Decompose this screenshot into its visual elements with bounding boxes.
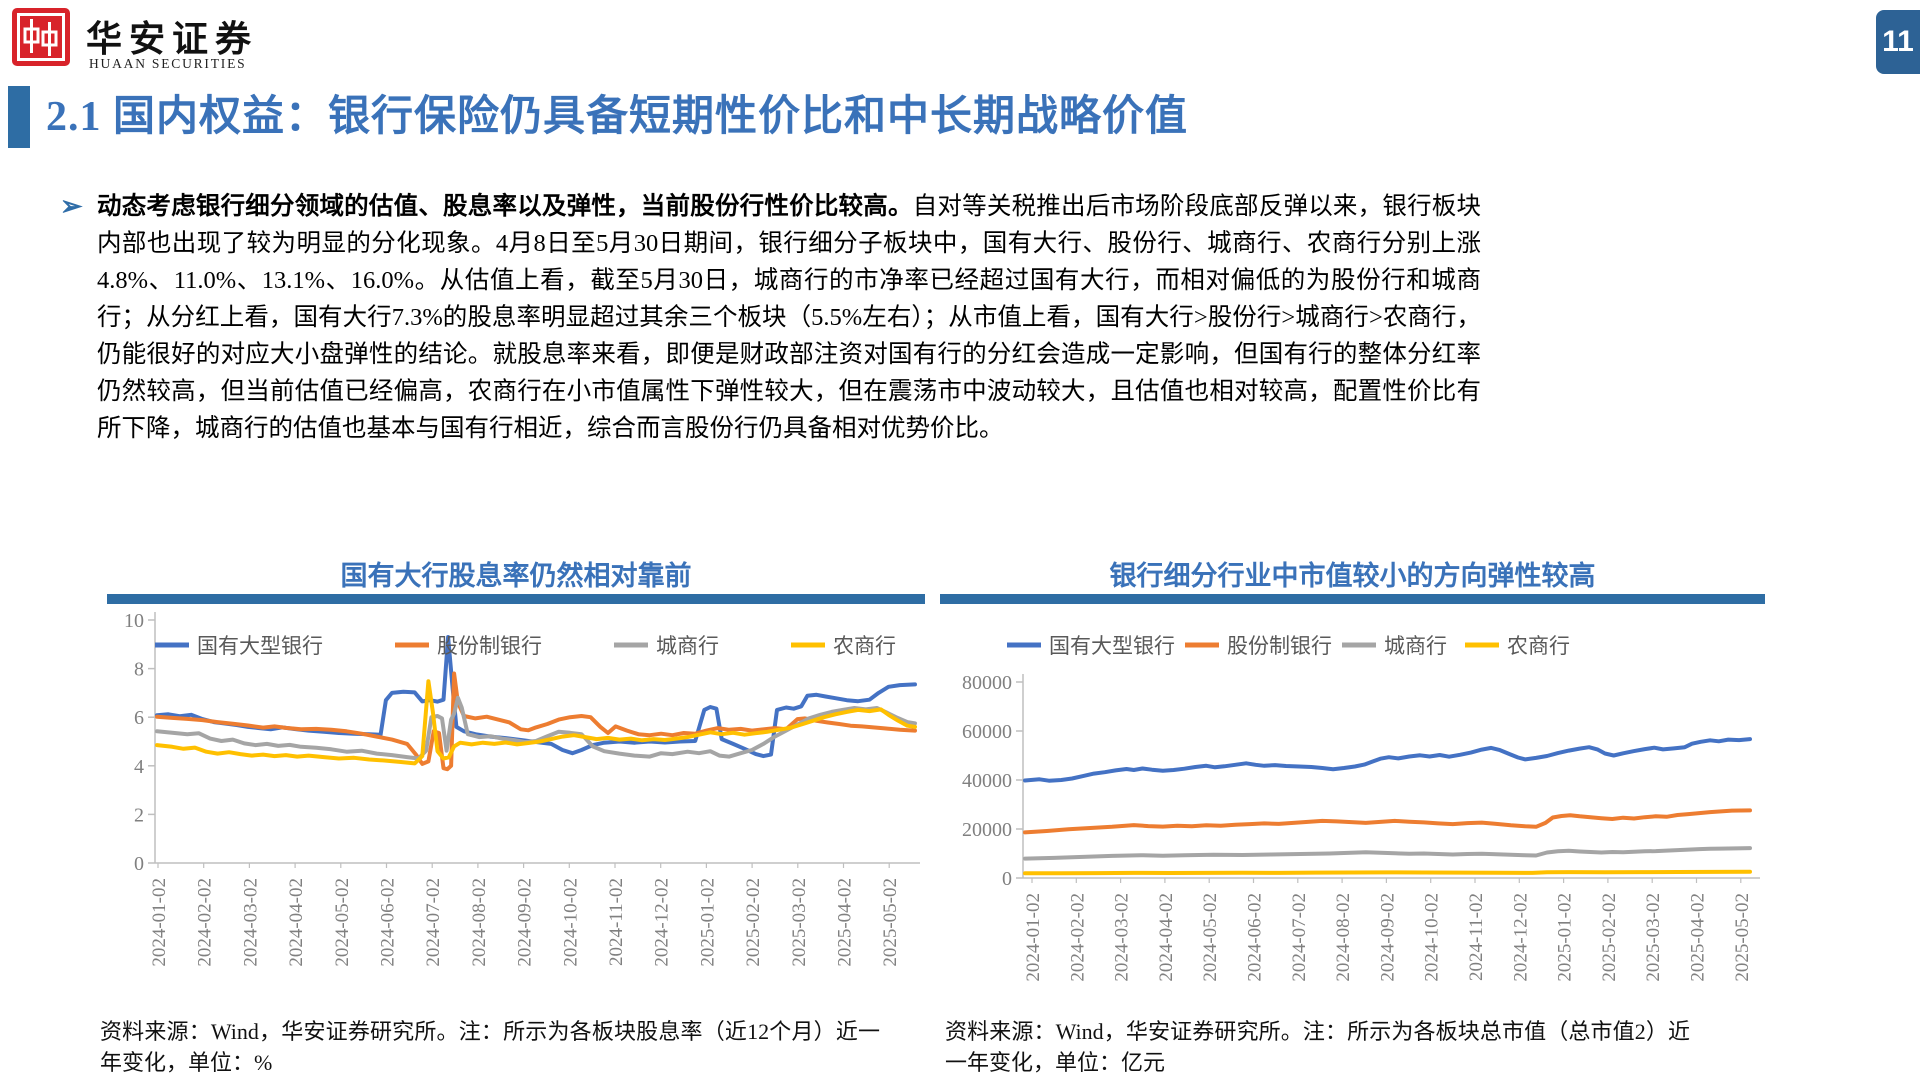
y-tick-label: 4 [134,756,144,778]
y-tick-label: 0 [134,853,144,875]
legend-label: 国有大型银行 [1049,634,1175,658]
x-tick-label: 2024-04-02 [286,878,307,967]
y-tick-label: 20000 [962,819,1012,841]
bullet-body: 自对等关税推出后市场阶段底部反弹以来，银行板块内部也出现了较为明显的分化现象。4… [97,193,1482,442]
page-number-badge: 11 [1876,10,1920,74]
legend-label: 城商行 [656,634,719,658]
x-tick-label: 2024-11-02 [1466,893,1487,981]
x-tick-label: 2025-01-02 [697,878,718,967]
x-tick-label: 2025-04-02 [1688,893,1709,982]
x-tick-label: 2024-05-02 [1200,893,1221,982]
x-tick-label: 2024-10-02 [1422,893,1443,982]
title-accent-bar [8,86,30,148]
x-tick-label: 2024-03-02 [240,878,261,967]
source-note-right: 资料来源：Wind，华安证券研究所。注：所示为各板块总市值（总市值2）近一年变化… [945,1019,1690,1075]
x-tick-label: 2025-04-02 [835,878,856,967]
chart-title-right: 银行细分行业中市值较小的方向弹性较高 [1109,561,1596,591]
y-tick-label: 8 [134,659,144,681]
x-tick-label: 2025-02-02 [1599,893,1620,982]
brand-name-cn: 华安证券 [86,19,259,59]
page-title: 2.1 国内权益：银行保险仍具备短期性价比和中长期战略价值 [46,94,1189,140]
x-tick-label: 2025-05-02 [880,878,901,967]
bullet-paragraph: 动态考虑银行细分领域的估值、股息率以及弹性，当前股份行性价比较高。自对等关税推出… [97,188,1481,447]
market-cap-chart: 0 20000 40000 60000 80000 2024-01-02 2024-02-0… [962,634,1760,982]
x-tick-label: 2024-05-02 [332,878,353,967]
chart-title-underline-right [940,594,1765,604]
legend-label: 国有大型银行 [197,634,323,658]
x-tick-label: 2024-03-02 [1112,893,1133,982]
source-note-left: 资料来源：Wind，华安证券研究所。注：所示为各板块股息率（近12个月）近一年变… [100,1019,880,1075]
dividend-yield-chart: 0 2 4 6 8 10 2024-01-02 2024-02-02 2024-03-02 202… [124,610,920,967]
x-tick-label: 2025-01-02 [1555,893,1576,982]
x-tick-label: 2024-08-02 [469,878,490,967]
x-tick-label: 2024-06-02 [378,878,399,967]
x-tick-label: 2024-12-02 [652,878,673,967]
x-tick-label: 2024-07-02 [1289,893,1310,982]
x-tick-label: 2024-04-02 [1156,893,1177,982]
x-tick-label: 2024-02-02 [1067,893,1088,982]
x-tick-label: 2025-02-02 [743,878,764,967]
series-line-农商行 [1023,869,1752,876]
legend-label: 股份制银行 [1227,634,1332,658]
y-tick-label: 6 [134,707,144,729]
x-tick-label: 2024-08-02 [1333,893,1354,982]
x-tick-label: 2025-03-02 [1643,893,1664,982]
bullet-arrow-icon: ➢ [60,191,83,221]
x-tick-label: 2024-09-02 [515,878,536,967]
legend-label: 城商行 [1384,634,1447,658]
y-tick-label: 10 [124,610,144,632]
y-tick-label: 60000 [962,721,1012,743]
series-line-股份制银行 [1023,808,1752,835]
series-line-农商行 [155,679,917,766]
x-tick-label: 2024-12-02 [1510,893,1531,982]
x-tick-label: 2024-09-02 [1377,893,1398,982]
x-tick-label: 2025-03-02 [789,878,810,967]
series-line-城商行 [1023,846,1752,861]
x-tick-label: 2024-01-02 [149,878,170,967]
chart-title-left: 国有大行股息率仍然相对靠前 [340,561,692,591]
huaan-logo-icon [12,8,70,71]
legend-label: 农商行 [1507,634,1570,658]
y-tick-label: 0 [1002,868,1012,890]
brand-name-en: HUAAN SECURITIES [89,56,247,71]
y-tick-label: 2 [134,804,144,826]
x-tick-label: 2024-10-02 [560,878,581,967]
chart-title-underline-left [107,594,925,604]
x-tick-label: 2024-07-02 [423,878,444,967]
x-tick-label: 2025-05-02 [1732,893,1753,982]
x-tick-label: 2024-01-02 [1023,893,1044,982]
legend-label: 股份制银行 [437,634,542,658]
y-tick-label: 80000 [962,672,1012,694]
x-tick-label: 2024-02-02 [195,878,216,967]
x-tick-label: 2024-06-02 [1245,893,1266,982]
bullet-lead: 动态考虑银行细分领域的估值、股息率以及弹性，当前股份行性价比较高。 [97,193,913,220]
legend-label: 农商行 [833,634,896,658]
series-line-国有大型银行 [1023,737,1752,783]
x-tick-label: 2024-11-02 [606,878,627,966]
y-tick-label: 40000 [962,770,1012,792]
